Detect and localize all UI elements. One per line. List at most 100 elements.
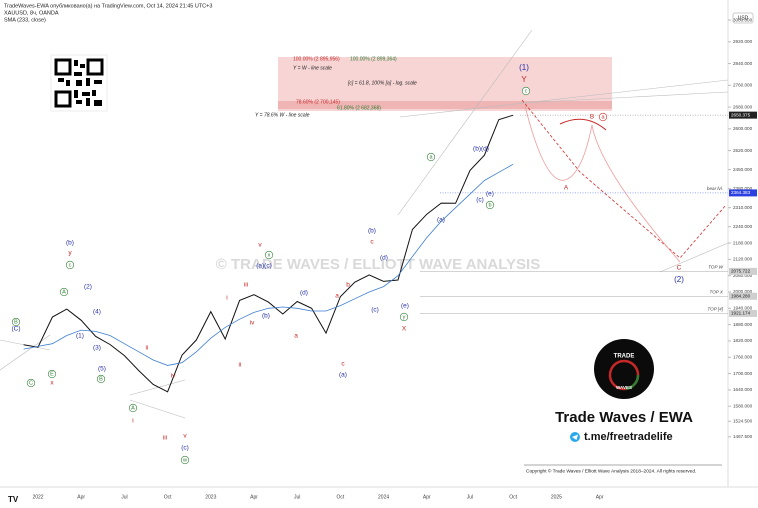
- wave-label: v: [183, 433, 187, 440]
- x-tick-label: 2023: [205, 494, 216, 500]
- y-tick-label: 2920.000: [733, 39, 753, 44]
- wave-label: (a): [437, 217, 445, 224]
- wave-label: C: [29, 380, 33, 386]
- x-tick-label: 2022: [32, 494, 43, 500]
- wave-label: (C): [11, 326, 20, 333]
- x-tick-label: 2024: [378, 494, 389, 500]
- price-tag: [729, 267, 757, 275]
- label-circle: [65, 260, 75, 270]
- wave-label: y: [403, 314, 406, 320]
- wave-label: c: [370, 239, 374, 246]
- y-tick-label: 2520.000: [733, 148, 753, 153]
- y-tick-label: 2000.000: [733, 289, 753, 294]
- level-name: TOP W: [708, 265, 723, 270]
- y-tick-label: 2180.000: [733, 240, 753, 245]
- y-tick-label: 2310.000: [733, 205, 753, 210]
- wave-label: (2): [84, 284, 92, 291]
- wave-label: c: [525, 88, 528, 94]
- wave-label: a: [601, 114, 605, 120]
- wave-label: (1): [76, 333, 84, 340]
- wave-label: x: [268, 252, 271, 258]
- wave-label: (b)(d): [473, 146, 489, 153]
- wave-label: A: [62, 289, 66, 295]
- y-tick-label: 2380.000: [733, 186, 753, 191]
- fib-note: Y = W - line scale: [293, 65, 332, 71]
- wave-label: x: [50, 380, 54, 387]
- label-circle: [59, 287, 69, 297]
- level-name: TOP [4]: [707, 307, 723, 312]
- fib-note: Y = 78.6% W - line scale: [255, 112, 310, 118]
- wave-label: (c): [476, 197, 484, 204]
- wave-label: i: [226, 295, 227, 302]
- y-tick-label: 2240.000: [733, 224, 753, 229]
- wave-label: (e): [401, 303, 409, 310]
- y-tick-label: 2060.000: [733, 273, 753, 278]
- label-circle: [264, 250, 274, 260]
- y-tick-label: 1880.000: [733, 322, 753, 327]
- price-tag: [729, 189, 757, 197]
- telegram-link[interactable]: t.me/freetradelife: [584, 431, 673, 443]
- x-tick-label: Apr: [423, 494, 431, 500]
- y-tick-label: 1467.500: [733, 434, 753, 439]
- watermark: © TRADE WAVES / ELLIOTT WAVE ANALYSIS: [216, 256, 540, 273]
- y-tick-label: 1820.000: [733, 338, 753, 343]
- header: TradeWaves-EWA опубликовано(а) на Tradin…: [4, 3, 212, 9]
- price-tag-label: 2075.722: [731, 269, 751, 274]
- x-tick-label: Apr: [250, 494, 258, 500]
- wave-label: B: [14, 319, 18, 325]
- price-tag-label: 1984.280: [731, 293, 751, 298]
- wave-label: B: [590, 114, 594, 121]
- label-circle: [485, 200, 495, 210]
- logo-text: TRADE: [614, 354, 635, 360]
- wave-label: C: [677, 265, 682, 272]
- y-tick-label: 1524.500: [733, 419, 753, 424]
- qr-code: [50, 54, 108, 112]
- wave-label: iii: [244, 282, 248, 289]
- wave-label: X: [402, 326, 407, 333]
- fib-note: 78.60% (2 700,145): [296, 99, 340, 105]
- y-tick-label: 2120.000: [733, 257, 753, 262]
- wave-label: (c): [371, 307, 379, 314]
- y-tick-label: 1640.000: [733, 387, 753, 392]
- logo: TRADE WAVES: [594, 339, 654, 399]
- wave-label: (5): [98, 366, 106, 373]
- tv-logo: TV: [8, 495, 19, 504]
- trend-lines: [0, 29, 729, 419]
- fib-note: 100.00% (2 895,956): [293, 56, 340, 62]
- wave-label: iv: [171, 373, 176, 380]
- wave-label: (3): [93, 345, 101, 352]
- copyright: Copyright © Trade Waves / Elliott Wave A…: [526, 467, 696, 474]
- label-circle: [96, 374, 106, 384]
- label-circle: [426, 152, 436, 162]
- y-tick-label: 3000.000: [733, 17, 753, 22]
- wave-label: (a): [339, 372, 347, 379]
- wave-label: b: [346, 282, 350, 289]
- price-tag-label: 2650.375: [731, 112, 751, 117]
- wave-label: a: [294, 333, 298, 340]
- label-circle: [128, 403, 138, 413]
- logo-text: WAVES: [616, 385, 632, 390]
- fib-note: 100.00% (2 899,364): [350, 56, 397, 62]
- wave-label: (b): [368, 228, 376, 235]
- wave-label: a: [335, 293, 339, 300]
- currency: USD: [738, 15, 749, 21]
- legend-price: XAUUSD, 8ч, OANDA: [4, 10, 59, 16]
- y-tick-label: 1580.000: [733, 403, 753, 408]
- brand: Trade Waves / EWA: [555, 409, 693, 426]
- y-tick-label: 2840.000: [733, 61, 753, 66]
- price-tag: [729, 309, 757, 317]
- wave-label: ii: [146, 345, 149, 352]
- price-tag: [729, 111, 757, 119]
- label-circle: [11, 317, 21, 327]
- x-tick-label: Apr: [77, 494, 85, 500]
- fib-note: [c] = 61.8, 100% [a] - log. scale: [347, 80, 417, 86]
- wave-label: c: [69, 262, 72, 268]
- wave-label: iii: [163, 435, 167, 442]
- wave-label: A: [564, 185, 569, 192]
- wave-label: (4): [93, 309, 101, 316]
- x-tick-label: Jul: [294, 494, 300, 500]
- x-tick-label: Oct: [509, 494, 517, 500]
- label-circle: [26, 378, 36, 388]
- projection: [521, 99, 727, 263]
